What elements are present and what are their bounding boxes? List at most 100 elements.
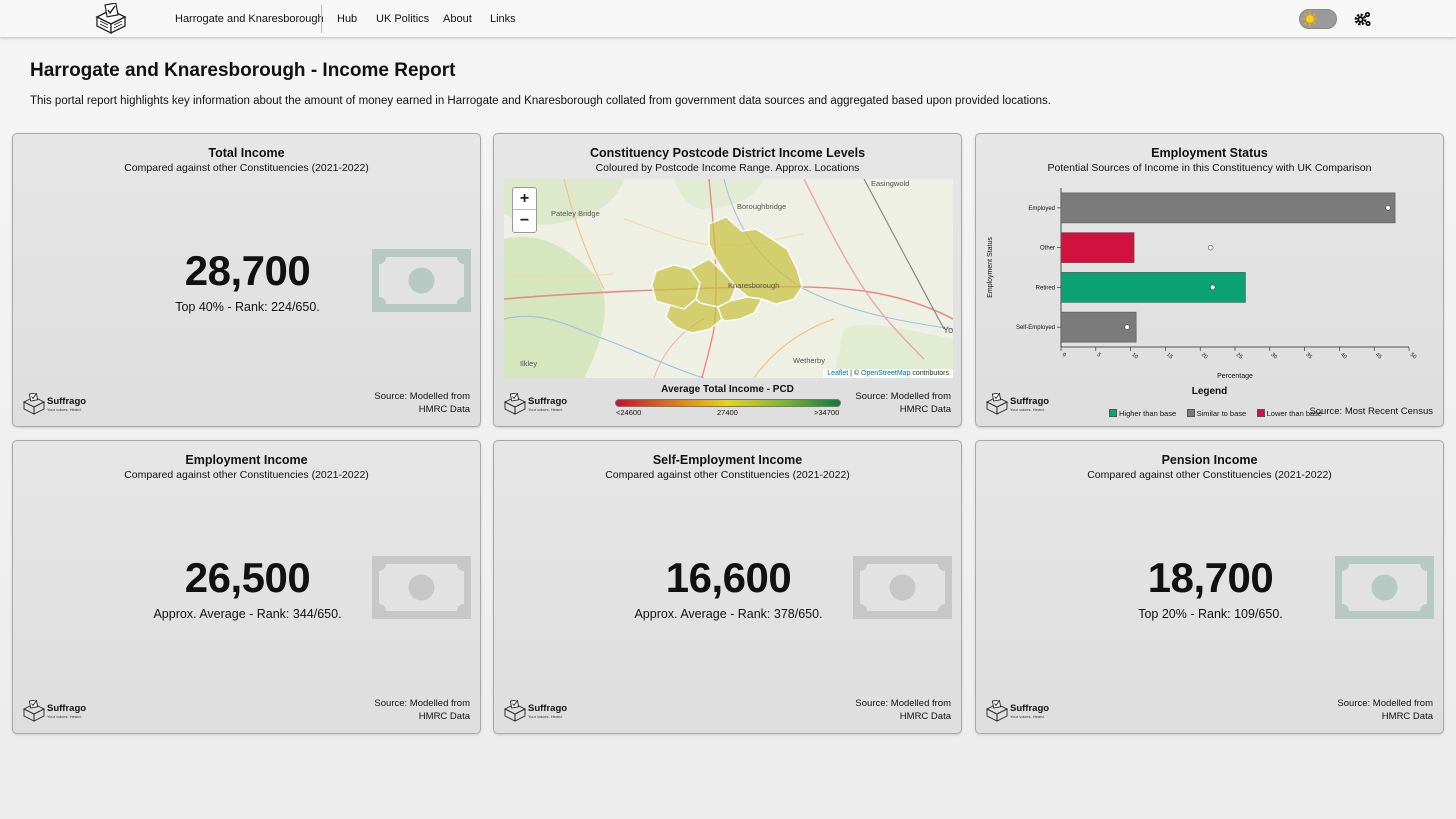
card-title: Constituency Postcode District Income Le… <box>589 146 866 160</box>
card-subtitle: Compared against other Constituencies (2… <box>605 469 850 481</box>
map-tiles <box>504 179 953 378</box>
leaflet-link[interactable]: Leaflet <box>827 370 849 377</box>
bar-retired <box>1060 272 1246 303</box>
income-value: 28,700 <box>184 247 311 294</box>
employment-status-card: Employment Status Potential Sources of I… <box>975 133 1444 427</box>
card-subtitle: Compared against other Constituencies (2… <box>124 469 369 481</box>
banknote-icon <box>372 249 471 312</box>
banknote-icon <box>372 556 471 619</box>
source-text: Source: Most Recent Census <box>1309 406 1433 417</box>
page-title: Harrogate and Knaresborough - Income Rep… <box>30 60 456 81</box>
card-subtitle: Coloured by Postcode Income Range. Appro… <box>595 162 860 174</box>
x-tick-label: 40 <box>1339 352 1348 361</box>
card-subtitle: Compared against other Constituencies (2… <box>1087 469 1332 481</box>
zoom-out-button[interactable]: − <box>519 212 530 229</box>
osm-link[interactable]: OpenStreetMap <box>861 370 911 377</box>
y-axis-label: Employment Status <box>987 237 994 298</box>
brand-name: Suffrago <box>1010 396 1049 407</box>
employment-income-card: Employment Income Compared against other… <box>12 440 481 734</box>
brand-name: Suffrago <box>47 703 86 714</box>
scale-high-label: >34700 <box>814 408 840 417</box>
income-color-scale <box>615 399 841 407</box>
brand-tagline: Your voices. Heard. <box>1010 407 1045 412</box>
income-value: 16,600 <box>665 554 792 601</box>
source-text: Source: Modelled from HMRC Data <box>374 391 470 415</box>
legend-item-lower: Lower than base <box>1256 409 1322 418</box>
x-axis-label: Percentage <box>1217 373 1253 380</box>
zoom-control: + − <box>512 187 537 233</box>
nav-divider <box>321 5 322 33</box>
nav-constituency-link[interactable]: Harrogate and Knaresborough <box>175 13 324 25</box>
x-tick-label: 25 <box>1235 352 1244 361</box>
page-intro: This portal report highlights key inform… <box>30 95 1051 107</box>
y-tick-label: Self-Employed <box>1016 325 1055 331</box>
source-text: Source: Modelled from HMRC Data <box>374 698 470 722</box>
rank-text: Approx. Average - Rank: 344/650. <box>153 607 342 621</box>
brand-name: Suffrago <box>528 396 567 407</box>
pension-income-card: Pension Income Compared against other Co… <box>975 440 1444 734</box>
legend-item-similar: Similar to base <box>1186 409 1246 418</box>
income-map[interactable]: Easingwold Pateley Bridge Boroughbridge … <box>504 179 953 378</box>
legend-item-higher: Higher than base <box>1109 409 1176 418</box>
x-tick-label: 35 <box>1304 352 1313 361</box>
rank-text: Approx. Average - Rank: 378/650. <box>634 607 823 621</box>
brand-tagline: Your voices. Heard. <box>1010 714 1045 719</box>
legend-swatch <box>1256 409 1265 418</box>
brand-name: Suffrago <box>47 396 86 407</box>
y-tick-label: Retired <box>1036 285 1055 291</box>
card-title: Employment Income <box>185 453 308 467</box>
scale-mid-label: 27400 <box>717 408 738 417</box>
bar-employed <box>1060 192 1396 224</box>
source-text: Source: Modelled from HMRC Data <box>1337 698 1433 722</box>
card-subtitle: Compared against other Constituencies (2… <box>124 162 369 174</box>
bar-self-employed <box>1060 311 1137 343</box>
uk-base-point <box>1124 324 1130 330</box>
uk-base-point <box>1385 205 1391 211</box>
brand-tagline: Your voices. Heard. <box>528 714 563 719</box>
gears-icon[interactable] <box>1354 10 1372 28</box>
uk-base-point <box>1207 244 1214 251</box>
employment-status-chart: Employed Other Retired Self-Employed 0 5 10 15 2… <box>987 188 1418 380</box>
brand-name: Suffrago <box>528 703 567 714</box>
card-title: Employment Status <box>1151 146 1268 160</box>
postcode-map-card: Constituency Postcode District Income Le… <box>493 133 962 427</box>
card-title: Self-Employment Income <box>652 453 803 467</box>
x-tick-label: 50 <box>1409 352 1418 361</box>
y-tick-label: Other <box>1040 246 1055 252</box>
rank-text: Top 40% - Rank: 224/650. <box>175 300 320 314</box>
bar-other <box>1060 232 1135 263</box>
scale-low-label: <24600 <box>616 408 642 417</box>
nav-link-uk-politics[interactable]: UK Politics <box>376 13 430 25</box>
ballot-box-icon[interactable] <box>93 3 129 35</box>
self-employment-income-card: Self-Employment Income Compared against … <box>493 440 962 734</box>
income-value: 26,500 <box>184 554 311 601</box>
sun-icon <box>1302 11 1318 27</box>
income-value: 18,700 <box>1147 554 1274 601</box>
banknote-icon <box>853 556 952 619</box>
card-subtitle: Potential Sources of Income in this Cons… <box>1047 162 1372 174</box>
scale-title: Average Total Income - PCD <box>661 384 794 395</box>
map-attribution: Leaflet | © OpenStreetMap contributors <box>823 369 953 378</box>
x-tick-label: 20 <box>1200 352 1209 361</box>
source-text: Source: Modelled from HMRC Data <box>855 391 951 415</box>
card-title: Pension Income <box>1161 453 1258 467</box>
nav-link-hub[interactable]: Hub <box>337 13 358 25</box>
legend-title: Legend <box>1191 386 1228 397</box>
uk-base-point <box>1210 284 1216 291</box>
nav-link-about[interactable]: About <box>443 13 472 25</box>
zoom-in-button[interactable]: + <box>513 188 536 210</box>
x-tick-label: 5 <box>1096 352 1102 359</box>
theme-toggle[interactable] <box>1299 9 1337 29</box>
total-income-card: Total Income Compared against other Cons… <box>12 133 481 427</box>
chart-legend: Higher than base Similar to base Lower t… <box>1109 405 1328 418</box>
map-place-labels: Easingwold Pateley Bridge Boroughbridge … <box>520 179 953 368</box>
nav-link-links[interactable]: Links <box>490 13 516 25</box>
brand-tagline: Your voices. Heard. <box>47 407 82 412</box>
legend-swatch <box>1186 409 1195 418</box>
x-tick-label: 15 <box>1165 352 1174 361</box>
x-tick-label: 45 <box>1374 352 1383 361</box>
